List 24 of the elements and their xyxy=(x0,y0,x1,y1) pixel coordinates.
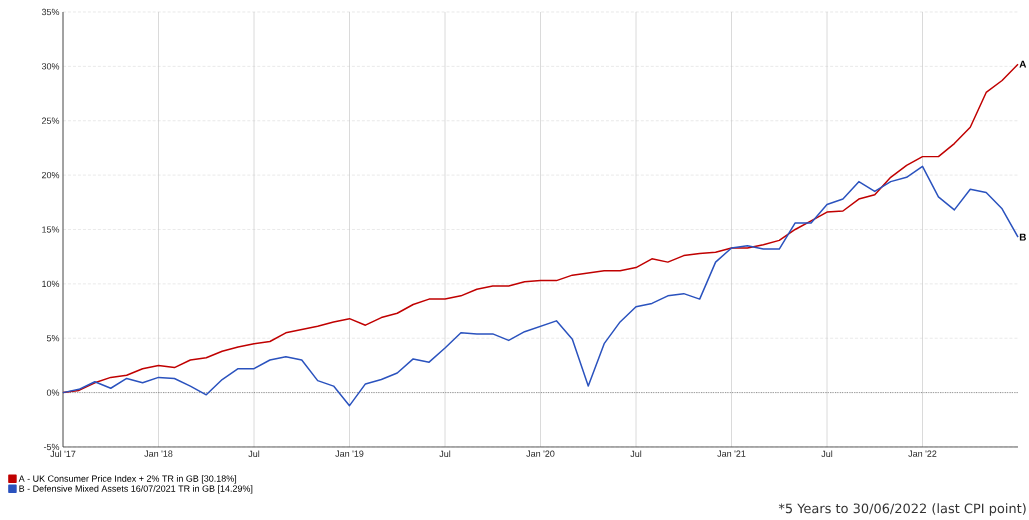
x-tick-label: Jan '19 xyxy=(335,450,364,457)
annotation: B xyxy=(1019,233,1026,241)
y-tick-label: 5% xyxy=(46,335,60,342)
y-tick-label: 15% xyxy=(42,226,60,233)
y-tick-label: -5% xyxy=(43,443,60,451)
legend-label: A - UK Consumer Price Index + 2% TR in GB [30.18%] xyxy=(18,475,237,484)
y-tick-label: 0% xyxy=(46,389,60,396)
x-tick-label: Jan '22 xyxy=(908,450,937,457)
y-tick-label: 20% xyxy=(42,171,60,179)
legend-label: B - Defensive Mixed Assets 16/07/2021 TR in GB [14.29%] xyxy=(19,485,253,494)
annotation: A xyxy=(1019,60,1027,68)
x-tick-label: Jul xyxy=(821,450,833,458)
x-tick-label: Jul xyxy=(630,450,642,458)
y-tick-label: 30% xyxy=(41,63,60,70)
x-tick-label: Jul xyxy=(248,450,260,458)
x-tick-label: Jan '20 xyxy=(526,450,555,457)
y-tick-label: 25% xyxy=(42,117,60,124)
x-tick-label: Jul '17 xyxy=(50,450,76,458)
x-tick-label: Jan '21 xyxy=(717,450,746,457)
x-tick-label: Jul xyxy=(439,450,451,458)
y-tick-label: 10% xyxy=(42,280,60,288)
y-tick-label: 35% xyxy=(41,8,60,16)
text: *5 Years to 30/06/2022 (last CPI point) xyxy=(778,503,1026,516)
x-tick-label: Jan '18 xyxy=(144,450,173,457)
